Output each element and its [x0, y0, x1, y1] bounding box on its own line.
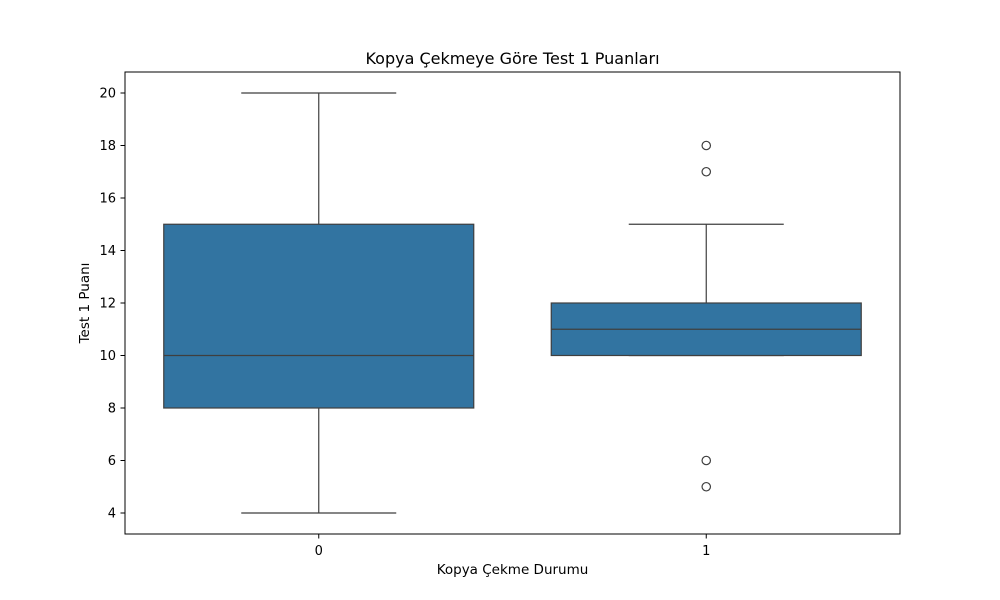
y-tick-label: 8	[108, 402, 116, 417]
y-tick-label: 6	[108, 454, 116, 469]
outlier-point	[701, 455, 712, 466]
y-tick-label: 4	[108, 507, 116, 522]
x-axis-label: Kopya Çekme Durumu	[437, 562, 589, 578]
x-tick-label: 1	[702, 544, 710, 559]
y-tick-label: 10	[99, 349, 116, 364]
box-iqr	[163, 223, 475, 409]
y-tick-label: 14	[99, 244, 116, 259]
outlier-point	[701, 140, 712, 151]
y-tick-label: 16	[99, 192, 116, 207]
y-tick-label: 18	[99, 139, 116, 154]
chart-title: Kopya Çekmeye Göre Test 1 Puanları	[365, 49, 659, 68]
outlier-point	[701, 166, 712, 177]
plot-frame	[124, 71, 901, 535]
plot-area: 4 6 8 10 12 14 16 18 20 0 1	[99, 87, 862, 559]
outlier-point	[701, 481, 712, 492]
y-tick-label: 12	[99, 297, 116, 312]
y-axis-label: Test 1 Puanı	[77, 263, 93, 345]
y-tick-label: 20	[99, 87, 116, 102]
x-tick-label: 0	[315, 544, 323, 559]
